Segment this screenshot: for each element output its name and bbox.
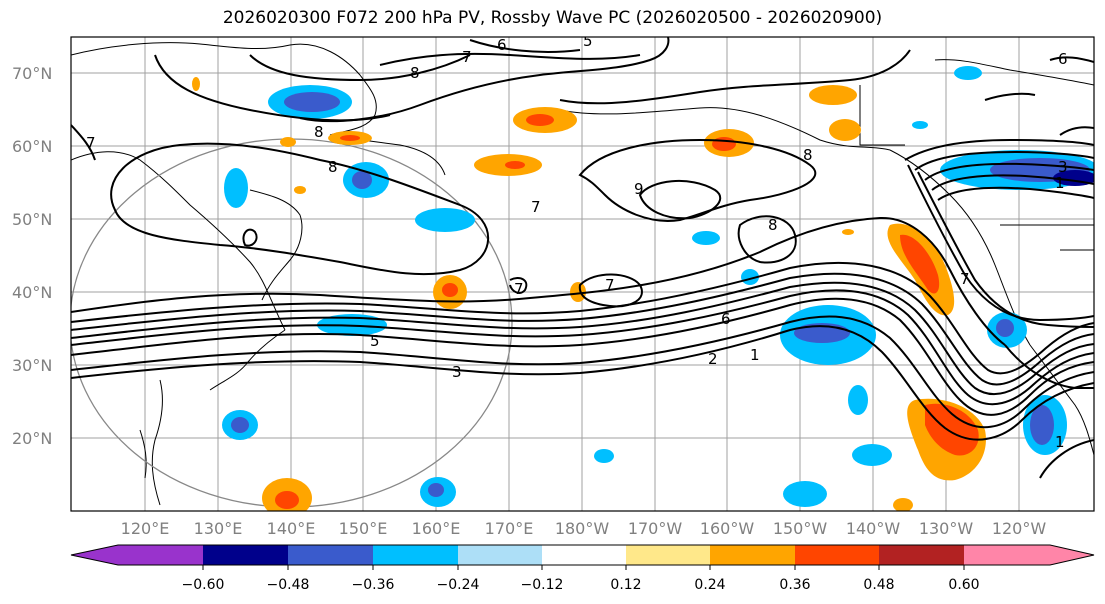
contour-label: 6 bbox=[721, 310, 731, 328]
contour-label: 1 bbox=[750, 346, 760, 364]
lon-label: 130°E bbox=[194, 519, 243, 538]
contour-label: 7 bbox=[531, 198, 541, 216]
lat-label: 30°N bbox=[12, 356, 52, 375]
colorbar-tick-label: 0.48 bbox=[863, 577, 894, 593]
colorbar: −0.60 −0.48 −0.36 −0.24 −0.12 0.12 0.24 … bbox=[70, 544, 1095, 593]
lon-label: 170°W bbox=[628, 519, 683, 538]
coastlines bbox=[71, 42, 1094, 506]
colorbar-tick-label: −0.24 bbox=[437, 577, 480, 593]
contour-label: 5 bbox=[370, 332, 380, 350]
contour-label: 6 bbox=[497, 36, 507, 54]
colorbar-segment bbox=[288, 545, 373, 565]
colorbar-tick-label: 0.60 bbox=[948, 577, 979, 593]
contour-label: 8 bbox=[314, 123, 324, 141]
lon-label: 120°W bbox=[992, 519, 1047, 538]
contour-label: 8 bbox=[410, 64, 420, 82]
longitude-labels: 120°E 130°E 140°E 150°E 160°E 170°E 180°… bbox=[121, 519, 1047, 538]
colorbar-segment bbox=[795, 545, 879, 565]
lat-label: 20°N bbox=[12, 429, 52, 448]
figure-title: 2026020300 F072 200 hPa PV, Rossby Wave … bbox=[222, 8, 883, 28]
contour-label: 7 bbox=[605, 276, 615, 294]
map-frame bbox=[70, 36, 1095, 512]
colorbar-tick-label: 0.12 bbox=[610, 577, 641, 593]
lon-label: 140°E bbox=[267, 519, 316, 538]
contour-label: 7 bbox=[514, 280, 524, 298]
contour-label: 1 bbox=[1055, 174, 1065, 192]
colorbar-segment bbox=[710, 545, 795, 565]
colorbar-tick-label: 0.36 bbox=[779, 577, 810, 593]
lat-label: 60°N bbox=[12, 137, 52, 156]
contour-label: 7 bbox=[960, 270, 970, 288]
colorbar-tick-label: 0.24 bbox=[694, 577, 725, 593]
colorbar-segment bbox=[458, 545, 542, 565]
contour-label: 6 bbox=[1058, 50, 1068, 68]
lat-label: 50°N bbox=[12, 210, 52, 229]
contour-label: 2 bbox=[708, 350, 718, 368]
contour-label: 7 bbox=[462, 48, 472, 66]
lon-label: 120°E bbox=[121, 519, 170, 538]
colorbar-tick-label: −0.12 bbox=[521, 577, 564, 593]
colorbar-segment bbox=[964, 545, 1050, 565]
colorbar-segment bbox=[879, 545, 964, 565]
lon-label: 160°W bbox=[700, 519, 755, 538]
contour-label: 8 bbox=[768, 216, 778, 234]
lon-label: 170°E bbox=[485, 519, 534, 538]
pv-contours bbox=[71, 37, 1094, 479]
contour-label: 8 bbox=[803, 146, 813, 164]
lon-label: 150°W bbox=[773, 519, 828, 538]
contour-label: 5 bbox=[583, 32, 593, 50]
contour-label: 9 bbox=[634, 180, 644, 198]
lon-label: 180°W bbox=[555, 519, 610, 538]
colorbar-extend-max bbox=[1050, 545, 1094, 565]
colorbar-segment bbox=[626, 545, 710, 565]
lon-label: 160°E bbox=[412, 519, 461, 538]
contour-label: 3 bbox=[452, 363, 462, 381]
contour-label: 7 bbox=[86, 134, 96, 152]
lon-label: 150°E bbox=[339, 519, 388, 538]
lat-label: 40°N bbox=[12, 283, 52, 302]
contour-label: 1 bbox=[1055, 433, 1065, 451]
lon-label: 130°W bbox=[919, 519, 974, 538]
colorbar-segment bbox=[373, 545, 458, 565]
pv-contour-labels: 7 6 5 8 7 8 8 8 9 8 7 7 6 5 3 2 1 6 7 1 … bbox=[86, 32, 1068, 451]
colorbar-extend-min bbox=[71, 545, 118, 565]
colorbar-segment bbox=[118, 545, 203, 565]
contour-label: 3 bbox=[1058, 158, 1068, 176]
colorbar-segment bbox=[203, 545, 288, 565]
colorbar-tick-label: −0.60 bbox=[182, 577, 225, 593]
latitude-labels: 70°N 60°N 50°N 40°N 30°N 20°N bbox=[12, 64, 52, 448]
graticule bbox=[71, 37, 1094, 511]
lat-label: 70°N bbox=[12, 64, 52, 83]
lon-label: 140°W bbox=[846, 519, 901, 538]
colorbar-segment bbox=[542, 545, 626, 565]
contour-label: 8 bbox=[328, 158, 338, 176]
colorbar-tick-label: −0.36 bbox=[352, 577, 395, 593]
colorbar-tick-label: −0.48 bbox=[267, 577, 310, 593]
